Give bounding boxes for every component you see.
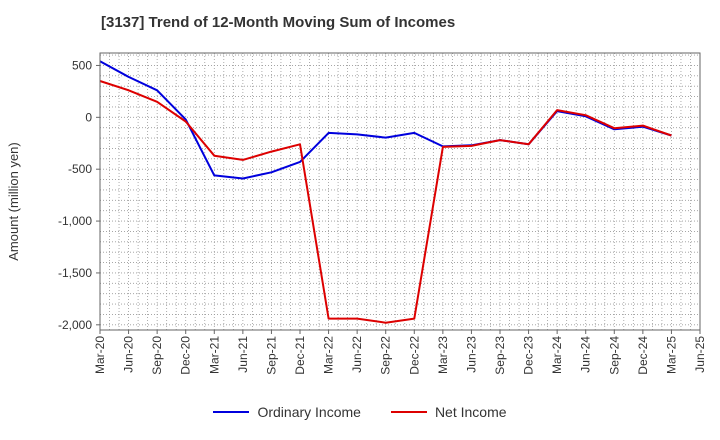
x-tick-label: Mar-24 <box>550 336 564 374</box>
legend-swatch-ordinary-income <box>213 411 250 413</box>
y-tick-label: 0 <box>85 110 92 124</box>
x-tick-label: Mar-22 <box>322 336 336 374</box>
y-axis-label: Amount (million yen) <box>6 142 21 261</box>
legend-item-ordinary-income: Ordinary Income <box>213 404 361 420</box>
x-tick-label: Jun-21 <box>236 336 250 373</box>
x-tick-label: Mar-23 <box>436 336 450 374</box>
x-tick-label: Dec-20 <box>179 336 193 375</box>
x-tick-label: Mar-20 <box>93 336 107 374</box>
plot-frame <box>99 52 701 331</box>
y-tick-label: -1,500 <box>58 266 92 280</box>
legend-swatch-net-income <box>390 411 427 413</box>
series-line-net-income <box>99 80 672 324</box>
x-tick-label: Dec-22 <box>407 336 421 375</box>
x-tick-label: Mar-21 <box>207 336 221 374</box>
y-tick-label: -1,000 <box>58 214 92 228</box>
x-tick-label: Dec-21 <box>293 336 307 375</box>
x-tick-label: Mar-25 <box>664 336 678 374</box>
grid <box>100 53 700 330</box>
x-tick-label: Sep-20 <box>150 336 164 375</box>
y-tick-label: 500 <box>72 58 92 72</box>
y-tick-label: -2,000 <box>58 318 92 332</box>
legend-label-ordinary-income: Ordinary Income <box>257 404 361 420</box>
x-tick-label: Jun-23 <box>464 336 478 373</box>
x-axis: Mar-20 Jun-20 Sep-20 Dec-20 Mar-21 Jun-21 Sep-… <box>93 330 707 375</box>
x-tick-label: Sep-22 <box>379 336 393 375</box>
x-tick-label: Dec-23 <box>522 336 536 375</box>
series-lines <box>99 60 672 324</box>
x-tick-label: Sep-21 <box>264 336 278 375</box>
chart-title: [3137] Trend of 12-Month Moving Sum of I… <box>101 14 456 31</box>
legend: Ordinary Income Net Income <box>0 404 720 420</box>
x-tick-label: Jun-20 <box>122 336 136 373</box>
legend-label-net-income: Net Income <box>434 404 507 420</box>
y-axis: 500 0 -500 -1,000 -1,500 -2,000 <box>58 58 100 332</box>
y-tick-label: -500 <box>68 162 92 176</box>
x-tick-label: Dec-24 <box>636 336 650 375</box>
x-tick-label: Jun-24 <box>579 336 593 373</box>
legend-item-net-income: Net Income <box>390 404 507 420</box>
series-line-ordinary-income <box>99 60 672 180</box>
x-tick-label: Sep-24 <box>607 336 621 375</box>
x-tick-label: Jun-25 <box>693 336 707 373</box>
x-tick-label: Jun-22 <box>350 336 364 373</box>
x-tick-label: Sep-23 <box>493 336 507 375</box>
